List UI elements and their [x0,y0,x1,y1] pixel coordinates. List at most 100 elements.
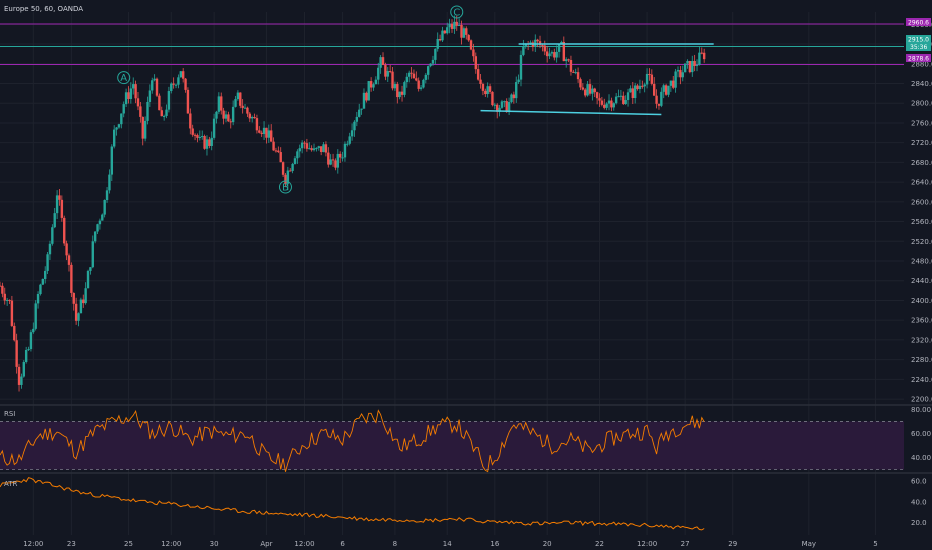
wave-label-text: C [453,8,460,19]
candle-body [584,89,587,96]
candle [327,147,330,168]
candle-body [112,129,116,147]
candle-body [300,142,304,149]
candle-body [212,118,216,138]
candle [626,88,630,107]
candle [693,54,696,72]
candle [564,57,568,68]
candle-body [324,144,328,153]
candle-body [667,85,670,95]
candle [438,34,442,42]
candle [65,240,68,261]
candle-body [151,80,154,91]
candle-body [193,134,197,136]
candle-body [165,109,168,116]
candle-body [676,70,680,72]
candle-body [96,224,99,232]
candles[interactable] [0,15,706,392]
candle-body [227,114,230,122]
candle-body [641,85,644,87]
candle-body [65,243,68,256]
rsi-pane[interactable] [0,409,904,473]
wave-labels: A B C [117,5,464,194]
candle-body [441,30,444,41]
candle-body [579,79,582,88]
candle-body [662,85,665,92]
candle [277,146,280,154]
candle-body [8,299,11,301]
candle [667,85,670,98]
candle-body [607,100,611,104]
candle [274,147,278,153]
candle [289,168,292,172]
candle-body [424,74,428,80]
candle-body [588,84,592,94]
candle [636,83,639,91]
candle [610,97,613,112]
candle [612,102,615,111]
candle [98,218,102,230]
candle-body [486,86,489,95]
candle [341,151,344,162]
candle [486,82,489,98]
candle [336,149,340,174]
candle [645,68,649,89]
candle-body [638,85,642,90]
time-tick-label: May [802,540,816,548]
candle [579,77,582,90]
candle [503,100,506,108]
price-label-top-level: 2960.6 [906,18,931,27]
candle [101,213,104,221]
candle [241,99,244,114]
candle [72,292,75,311]
candle-body [72,292,75,304]
candle-body [115,127,118,130]
candle-body [355,116,359,122]
candle-body [396,84,399,98]
candle [265,127,268,144]
candle-body [365,92,368,101]
candle-body [648,73,651,75]
candle-body [29,332,33,350]
candle [229,118,232,129]
candle-body [429,63,432,67]
candle [44,266,47,284]
candle-body [374,79,378,85]
price-tick-label: 2720.00 [911,139,932,147]
rsi-tick-label: 60.00 [911,430,931,438]
candle-body [481,83,485,91]
candle-body [524,43,527,47]
candle-body [479,79,482,84]
candle-body [669,80,673,86]
candle-body [362,92,366,109]
candle-body [624,100,627,105]
candle [331,153,335,167]
candle-body [327,152,330,165]
candle [662,83,665,99]
time-axis[interactable]: 12:00 23 25 12:00 30 Apr 12:00 6 8 14 16 20 22 12:00 2… [23,540,877,548]
price-tick-label: 2320.00 [911,336,932,344]
trend-lines[interactable] [480,43,714,116]
candle [120,113,123,129]
candle-body [58,195,61,200]
candle [593,87,596,98]
candle-body [603,104,606,108]
candle [319,146,323,156]
candle [146,96,149,125]
candle-body [70,264,73,293]
atr-pane[interactable] [0,477,705,531]
price-label-top-level-text: 2960.6 [908,20,929,27]
candle [110,144,114,182]
candle-body [405,76,408,83]
candle [338,151,342,163]
candle [284,173,287,188]
candle-body [181,71,185,79]
candle [427,65,430,80]
candle [450,19,454,33]
candle-body [172,83,175,85]
candle [434,48,437,65]
candle [155,77,159,98]
candle-body [158,95,161,111]
candle-body [205,139,209,149]
